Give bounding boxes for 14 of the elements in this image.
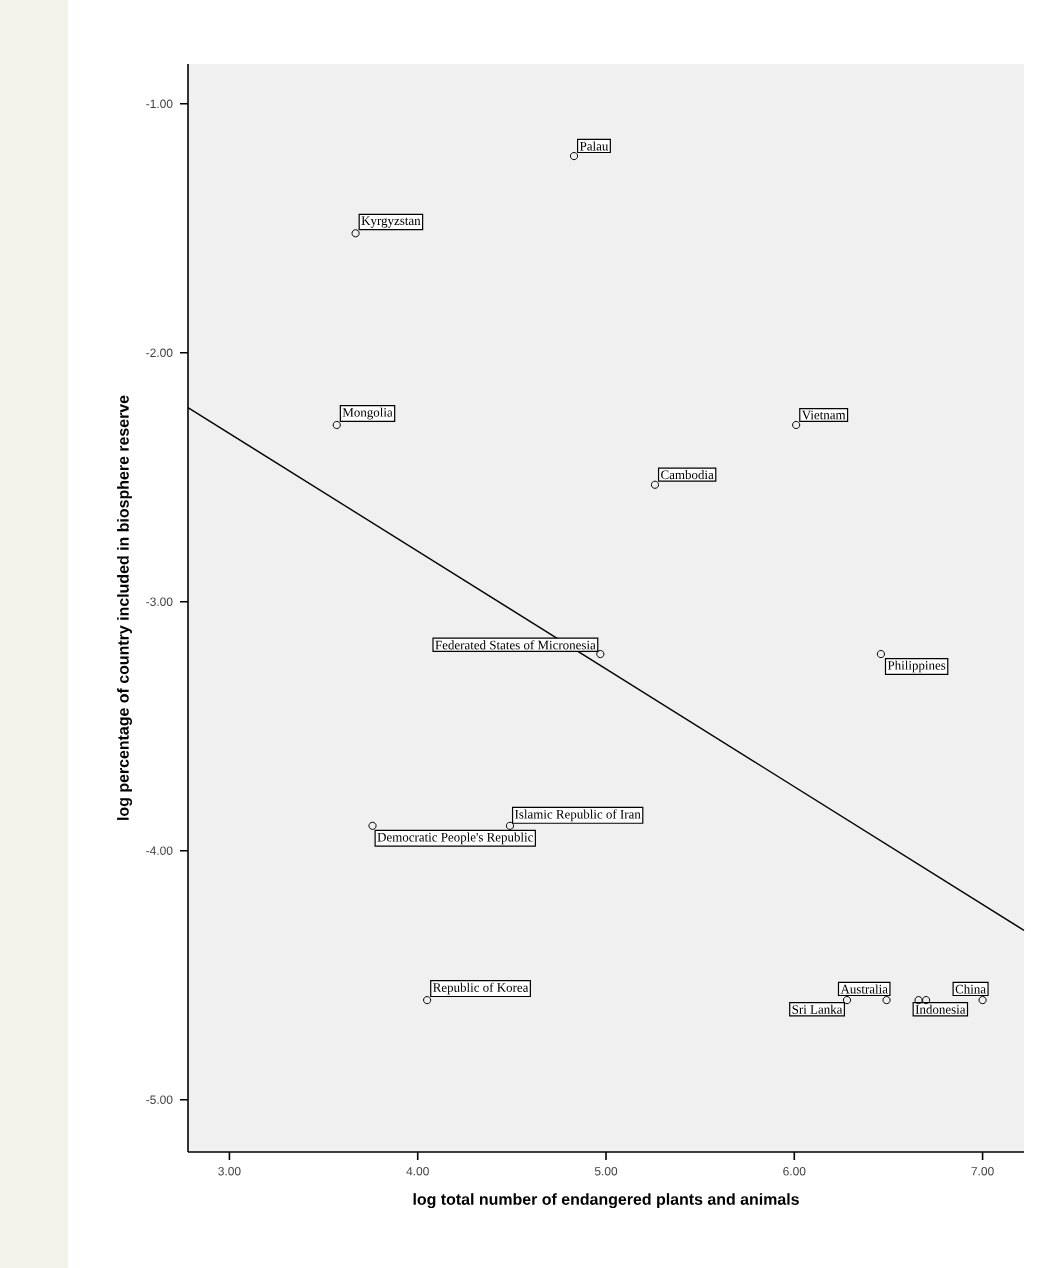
point	[569, 152, 579, 161]
point	[650, 480, 660, 489]
point	[842, 996, 852, 1005]
point	[368, 821, 377, 830]
point	[423, 996, 432, 1005]
point	[505, 821, 515, 830]
point	[332, 420, 341, 430]
point	[876, 649, 885, 659]
point	[978, 996, 987, 1005]
point	[351, 229, 360, 238]
point	[792, 420, 801, 430]
point	[914, 996, 923, 1005]
point	[596, 649, 605, 659]
point	[882, 996, 891, 1005]
